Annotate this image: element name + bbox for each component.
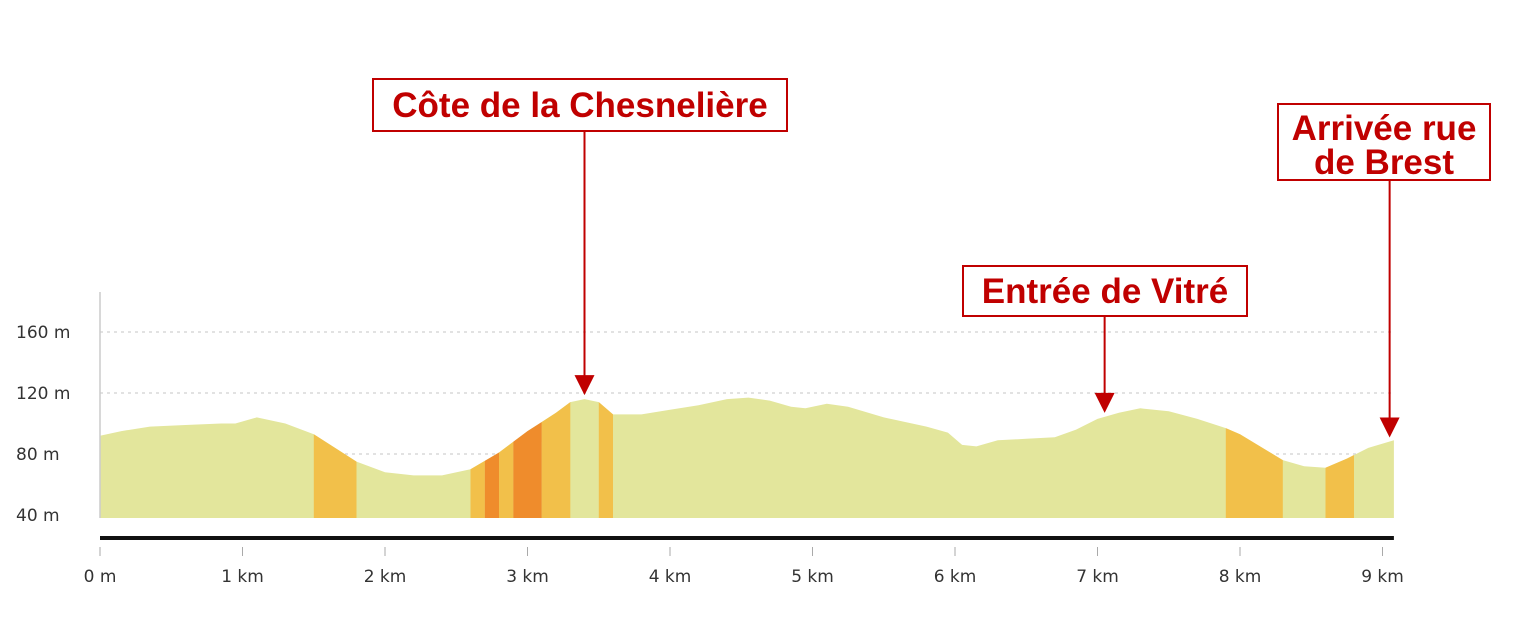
x-tick-label: 3 km — [506, 567, 549, 587]
slope-segment-3 — [499, 441, 514, 518]
y-tick-label: 80 m — [16, 445, 60, 465]
elevation-area-layer — [100, 397, 1394, 518]
y-tick-label: 40 m — [16, 506, 60, 526]
annotation-text-arrivee-line1: Arrivée rue — [1291, 109, 1477, 148]
slope-segment-6 — [598, 402, 613, 518]
annotation-label-chesneliere: Côte de la Chesnelière — [372, 78, 788, 132]
slope-segment-2 — [484, 452, 499, 518]
annotation-arrowhead-arrivee — [1379, 417, 1400, 438]
y-tick-label: 160 m — [16, 323, 70, 343]
annotation-arrowhead-chesneliere — [574, 375, 595, 396]
annotation-arrowhead-vitre — [1094, 392, 1115, 413]
slope-segment-4 — [513, 422, 542, 518]
tick-layer: 40 m 80 m 120 m 160 m 0 m 1 km 2 km 3 km 4 km 5 k… — [16, 323, 1404, 587]
slope-segment-8 — [1325, 455, 1354, 518]
x-tick-label: 6 km — [934, 567, 977, 587]
x-tick-label: 9 km — [1361, 567, 1404, 587]
elevation-area — [100, 397, 1394, 518]
annotation-text-arrivee-line2: de Brest — [1313, 143, 1455, 182]
x-tick-label: 5 km — [791, 567, 834, 587]
annotation-text-vitre: Entrée de Vitré — [981, 272, 1229, 311]
slope-segment-5 — [541, 402, 571, 518]
annotation-text-chesneliere: Côte de la Chesnelière — [392, 86, 768, 125]
annotation-label-arrivee: Arrivée rue de Brest — [1277, 103, 1491, 181]
slope-segment-0 — [313, 434, 357, 518]
axis-layer — [99, 292, 1394, 540]
x-tick-label: 1 km — [221, 567, 264, 587]
slope-segment-1 — [470, 460, 485, 518]
y-tick-label: 120 m — [16, 384, 70, 404]
x-tick-label: 7 km — [1076, 567, 1119, 587]
x-tick-label: 4 km — [649, 567, 692, 587]
x-tick-label: 0 m — [84, 567, 117, 587]
x-tick-label: 2 km — [364, 567, 407, 587]
x-tick-label: 8 km — [1219, 567, 1262, 587]
annotation-arrow-layer — [574, 132, 1400, 438]
annotation-label-vitre: Entrée de Vitré — [962, 265, 1248, 317]
slope-segment-7 — [1225, 428, 1283, 518]
